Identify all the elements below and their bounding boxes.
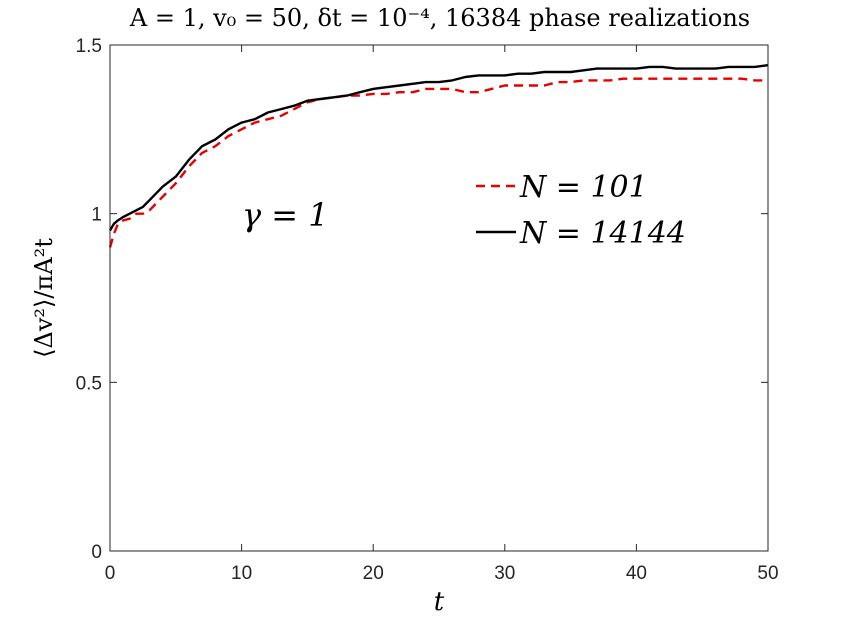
y-tick-label: 1: [91, 205, 102, 226]
plot-area: [110, 45, 768, 551]
series-line-n101: [108, 77, 768, 248]
y-tick-label: 1.5: [76, 36, 102, 57]
legend: N = 101 N = 14144: [476, 170, 686, 251]
chart-title: A = 1, v₀ = 50, δt = 10⁻⁴, 16384 phase r…: [129, 4, 750, 32]
x-axis-label: t: [434, 587, 445, 617]
x-tick-label: 20: [363, 563, 384, 584]
legend-label-n14144: N = 14144: [519, 216, 686, 251]
plot-frame: [109, 44, 769, 552]
y-tick-label: 0: [91, 542, 102, 563]
legend-label-n101: N = 101: [519, 170, 648, 205]
series-layer: [108, 64, 769, 248]
x-tick-label: 50: [757, 563, 778, 584]
x-tick-label: 40: [626, 563, 647, 584]
series-line-n14144: [108, 64, 769, 232]
gamma-annotation: γ = 1: [242, 196, 329, 234]
y-axis-label: ⟨Δv²⟩/πA²t: [30, 238, 58, 358]
y-tick-label: 0.5: [76, 373, 102, 394]
x-tick-label: 0: [105, 563, 116, 584]
x-tick-label: 30: [494, 563, 515, 584]
x-tick-label: 10: [231, 563, 252, 584]
